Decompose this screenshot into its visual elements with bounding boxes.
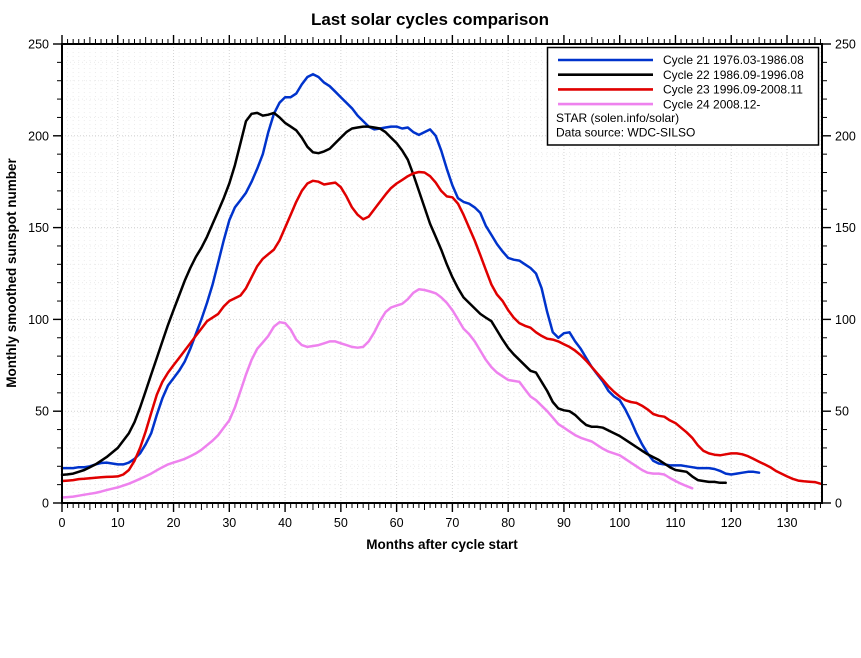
chart-title: Last solar cycles comparison [311,10,549,29]
y-tick-label-right: 250 [835,38,856,52]
plot-border [61,43,823,504]
legend-label-cycle21: Cycle 21 1976.03-1986.08 [663,53,804,67]
series-line-cycle22 [60,111,727,485]
y-tick-label-right: 100 [835,313,856,327]
series-line-cycle24 [60,288,694,499]
y-tick-label-right: 200 [835,129,856,143]
series-line-cycle23 [60,170,822,485]
x-tick-label: 30 [222,516,236,530]
axis-ticks [53,35,831,512]
x-tick-label: 60 [390,516,404,530]
legend-label-cycle24: Cycle 24 2008.12- [663,97,760,111]
y-tick-label-left: 200 [28,129,49,143]
x-tick-label: 120 [721,516,742,530]
x-tick-label: 90 [557,516,571,530]
legend-box [546,46,820,146]
plot-frame [61,43,823,504]
legend-label-cycle23: Cycle 23 1996.09-2008.11 [663,83,803,97]
x-tick-label: 40 [278,516,292,530]
x-tick-label: 110 [665,516,685,530]
y-tick-label-left: 0 [42,497,49,511]
y-tick-label-left: 100 [28,313,49,327]
x-tick-label: 70 [445,516,459,530]
series-lines [60,73,822,499]
y-tick-label-right: 50 [835,405,849,419]
x-tick-label: 130 [777,516,798,530]
x-tick-label: 50 [334,516,348,530]
x-tick-label: 10 [111,516,125,530]
y-tick-label-right: 0 [835,497,842,511]
y-tick-label-left: 50 [35,405,49,419]
x-axis-label: Months after cycle start [366,537,518,552]
y-tick-label-left: 250 [28,38,49,52]
x-tick-label: 20 [167,516,181,530]
y-tick-label-right: 150 [835,221,856,235]
y-tick-label-left: 150 [28,221,49,235]
legend-label-cycle22: Cycle 22 1986.09-1996.08 [663,68,804,82]
x-tick-label: 0 [59,516,66,530]
legend-annotation: Data source: WDC-SILSO [556,126,695,140]
series-line-cycle21 [60,73,761,476]
y-axis-label: Monthly smoothed sunspot number [4,158,19,388]
x-tick-label: 80 [501,516,515,530]
x-tick-label: 100 [609,516,630,530]
legend-annotation: STAR (solen.info/solar) [556,111,679,125]
